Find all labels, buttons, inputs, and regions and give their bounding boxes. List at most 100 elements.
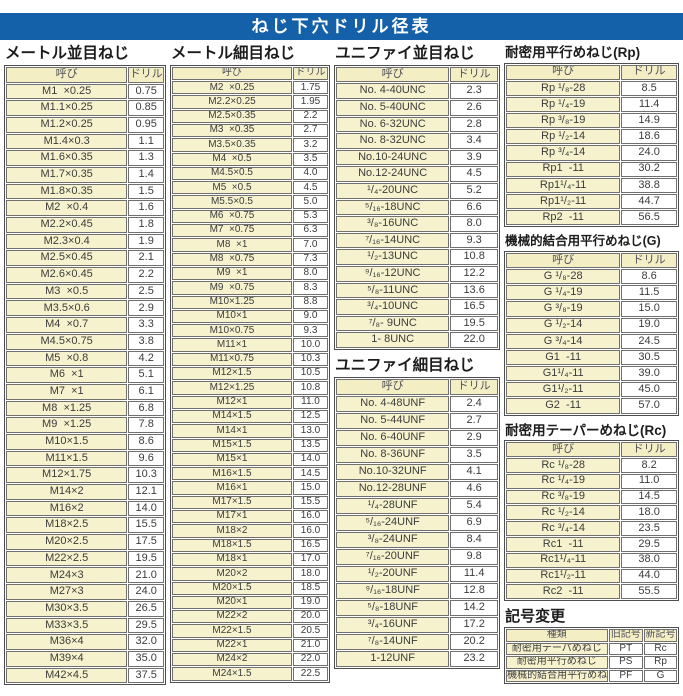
designation-cell: ³/₈-24UNF [336,531,450,548]
designation-cell: M10×1.25 [172,295,292,309]
table-header-row: 種類 旧記号 新記号 [506,629,677,642]
value-cell: 15.5 [128,517,165,534]
table-row: M20×1.5 18.5 [172,581,329,595]
value-cell: 14.2 [450,599,499,616]
table-row: M14×2 12.1 [6,484,165,500]
designation-cell: M4 ×0.7 [6,317,128,333]
designation-cell: M24×3 [6,567,128,584]
designation-cell: M2 ×0.25 [172,81,292,95]
value-cell: 12.1 [128,484,165,500]
table-row: M12×1.75 10.3 [6,467,165,483]
column-header: ドリル [292,66,329,81]
value-cell: 44.0 [621,568,677,584]
value-cell: 30.2 [621,161,677,177]
table-row: M1.1×0.25 0.85 [6,100,165,116]
table-row: M1.4×0.3 1.1 [6,133,165,150]
designation-cell: M11×0.75 [172,352,292,367]
table-row: 耐密用平行めねじ PS Rp [506,656,677,669]
value-cell: 32.0 [128,634,165,650]
value-cell: 8.6 [621,268,677,285]
value-cell: 4.2 [128,350,165,367]
table-row: Rp ¹/₂-14 18.6 [506,129,677,145]
value-cell: 1.8 [128,217,165,233]
designation-cell: M30×3.5 [6,600,128,617]
value-cell: 5.1 [128,367,165,383]
value-cell: 14.9 [621,113,677,129]
designation-cell: 機械的結合用平行めねじ [506,669,608,683]
value-cell: 6.8 [128,400,165,417]
designation-cell: No.12-24UNC [336,166,450,182]
designation-cell: M1.6×0.35 [6,150,128,166]
table-row: M10×1.25 8.8 [172,295,329,309]
table-row: G1¹/₄-11 39.0 [506,366,677,382]
value-cell: 6.1 [128,383,165,400]
designation-cell: M1.4×0.3 [6,133,128,150]
designation-cell: ⁷/₈- 9UNC [336,315,450,332]
table-row: M2.6×0.45 2.2 [6,267,165,283]
value-cell: 7.8 [128,417,165,433]
table-row: M8 ×0.75 7.3 [172,252,329,266]
table-row: G2 -11 57.0 [506,398,677,414]
rc-table-frame: 呼び ドリル Rc ¹/₈-28 8.2 Rc ¹/₄-19 11.0 Rc ³/₈-19 1… [504,440,679,602]
table-row: No. 5-40UNC 2.6 [336,100,499,116]
unified-coarse-table: 呼び ドリル No. 4-40UNC 2.3 No. 5-40UNC 2.6 No. 6-3… [335,66,499,349]
table-row: No.12-24UNC 4.5 [336,166,499,182]
designation-cell: ⁵/₁₆-18UNC [336,199,450,216]
designation-cell: ¹/₂-20UNF [336,565,450,582]
designation-cell: M3.5×0.6 [6,300,128,317]
table-row: M42×4.5 37.5 [6,667,165,684]
column-header: 呼び [506,252,621,268]
value-cell: 8.0 [292,266,329,281]
value-cell: 16.5 [292,538,329,552]
table-row: M39×4 35.0 [6,650,165,667]
value-cell: 3.5 [292,152,329,166]
spacer [504,227,679,233]
value-cell: 10.3 [292,352,329,367]
designation-cell: M22×2 [172,610,292,624]
table-row: M3 ×0.5 2.5 [6,283,165,300]
column-header: ドリル [621,252,677,268]
value-cell: 5.0 [292,195,329,209]
column-header: 呼び [506,442,621,457]
designation-cell: M22×1.5 [172,624,292,638]
designation-cell: G1¹/₂-11 [506,382,621,398]
value-cell: G [644,669,677,683]
value-cell: 2.2 [128,267,165,283]
table-row: ⁵/₈-11UNC 13.6 [336,282,499,299]
table-row: M1 ×0.25 0.75 [6,83,165,100]
table-row: 1- 8UNC 22.0 [336,332,499,348]
value-cell: 7.0 [292,238,329,252]
designation-cell: Rc1¹/₂-11 [506,568,621,584]
value-cell: 2.5 [128,283,165,300]
value-cell: 16.0 [292,510,329,524]
designation-cell: M27×3 [6,584,128,600]
designation-cell: M2.6×0.45 [6,267,128,283]
value-cell: 2.8 [450,116,499,133]
metric-fine-table: 呼び ドリル M2 ×0.25 1.75 M2.2×0.25 1.95 M2.5×0.35 2… [171,66,329,682]
value-cell: 22.0 [450,332,499,348]
table-row: M16×1 15.0 [172,481,329,495]
column-header: 新記号 [644,629,677,642]
designation-cell: M10×0.75 [172,324,292,338]
value-cell: 13.0 [292,424,329,438]
value-cell: 2.9 [450,429,499,446]
value-cell: PT [608,642,644,656]
value-cell: 11.0 [292,395,329,409]
table-row: M14×1.5 12.5 [172,409,329,424]
table-row: No. 8-32UNC 3.4 [336,133,499,149]
value-cell: 20.0 [292,610,329,624]
table-row: M24×1.5 22.5 [172,667,329,681]
designation-cell: M20×2.5 [6,534,128,550]
designation-cell: M6 ×1 [6,367,128,383]
value-cell: 18.0 [292,567,329,581]
table-row: M11×1 10.0 [172,338,329,352]
table-row: M14×1 13.0 [172,424,329,438]
rc-table: 呼び ドリル Rc ¹/₈-28 8.2 Rc ¹/₄-19 11.0 Rc ³/₈-19 1… [505,441,678,600]
value-cell: 56.5 [621,210,677,226]
designation-cell: Rc1 -11 [506,536,621,552]
unified-section: ユニファイ並目ねじ 呼び ドリル No. 4-40UNC 2.3 No. 5-40UNC… [334,44,501,669]
spacer [334,350,500,356]
table-row: ³/₄-16UNF 17.2 [336,616,499,633]
table-row: M1.2×0.25 0.95 [6,116,165,133]
table-row: M22×1.5 20.5 [172,624,329,638]
